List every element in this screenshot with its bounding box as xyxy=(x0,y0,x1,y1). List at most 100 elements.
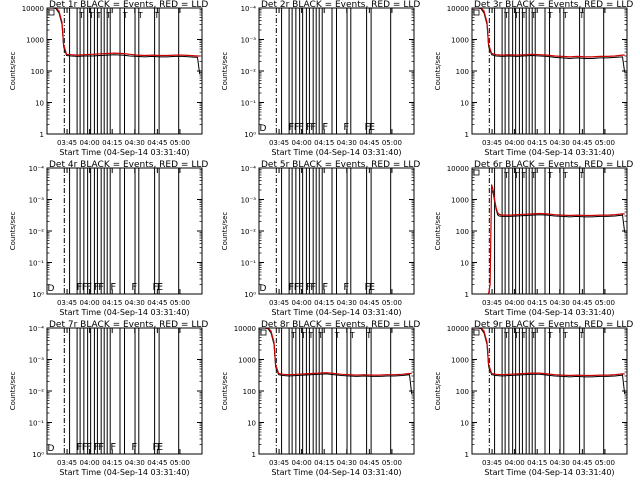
x-tick-label: 04:15 xyxy=(102,299,122,307)
marker-letter: F xyxy=(306,122,312,133)
x-tick-label: 04:15 xyxy=(102,139,122,147)
x-tick-label: 05:00 xyxy=(595,459,615,467)
x-tick-label: 04:45 xyxy=(147,459,167,467)
panel-title: Det 4r BLACK = Events, RED = LLD xyxy=(49,160,208,170)
marker-letter: T xyxy=(578,331,584,340)
x-tick-label: 03:45 xyxy=(269,139,289,147)
plot-frame xyxy=(258,7,415,135)
plot-frame xyxy=(46,327,203,455)
marker-letter: T xyxy=(290,331,296,340)
marker-letter: T xyxy=(578,171,584,180)
marker-letter: T xyxy=(547,11,553,20)
x-tick-label: 03:45 xyxy=(482,299,502,307)
y-tick-label: 10⁻¹ xyxy=(241,260,257,268)
marker-letter: T xyxy=(513,11,519,20)
marker-letter: T xyxy=(503,331,509,340)
y-tick-label: 100 xyxy=(456,228,469,236)
marker-letter: T xyxy=(578,11,584,20)
events-series-line xyxy=(491,189,626,233)
marker-letter: F xyxy=(76,442,82,453)
x-tick-label: 04:00 xyxy=(80,299,100,307)
corner-box xyxy=(48,9,55,16)
marker-letter: D xyxy=(260,124,267,134)
x-tick-label: 04:45 xyxy=(572,299,592,307)
y-tick-label: 1 xyxy=(465,131,469,139)
corner-box xyxy=(473,169,480,176)
x-tick-label: 04:45 xyxy=(572,139,592,147)
plot-frame xyxy=(46,7,203,135)
marker-letter: T xyxy=(547,331,553,340)
marker-letter: F xyxy=(110,282,116,293)
marker-letter: F xyxy=(98,442,104,453)
plot-frame xyxy=(471,327,628,455)
y-tick-label: 100 xyxy=(456,68,469,76)
y-tick-label: 10⁻³ xyxy=(241,197,257,205)
corner-box xyxy=(260,329,267,336)
y-tick-label: 10⁰ xyxy=(32,451,44,459)
x-tick-label: 04:45 xyxy=(572,459,592,467)
y-tick-label: 10⁻² xyxy=(241,228,257,236)
x-tick-label: 04:15 xyxy=(527,139,547,147)
x-tick-label: 04:00 xyxy=(292,139,312,147)
x-tick-label: 04:45 xyxy=(359,299,379,307)
x-tick-label: 04:15 xyxy=(314,459,334,467)
x-axis-label: Start Time (04-Sep-14 03:31:40) xyxy=(484,308,614,317)
marker-letter: T xyxy=(365,331,371,340)
plot-frame xyxy=(258,167,415,295)
y-tick-label: 10⁰ xyxy=(244,291,256,299)
x-tick-label: 04:00 xyxy=(505,459,525,467)
marker-letter: F xyxy=(94,282,100,293)
corner-box xyxy=(473,9,480,16)
x-tick-label: 04:30 xyxy=(125,139,145,147)
marker-letter: D xyxy=(48,444,55,454)
y-tick-label: 10000 xyxy=(447,325,469,333)
y-tick-label: 10⁻⁴ xyxy=(29,165,45,173)
marker-letter: F xyxy=(322,282,328,293)
y-tick-label: 1 xyxy=(465,451,469,459)
marker-letter: T xyxy=(513,171,519,180)
y-tick-label: 10000 xyxy=(234,325,256,333)
marker-letter: T xyxy=(547,171,553,180)
x-axis-label: Start Time (04-Sep-14 03:31:40) xyxy=(59,148,189,157)
panel-title: Det 2r BLACK = Events, RED = LLD xyxy=(261,0,420,10)
marker-letter: F xyxy=(343,282,349,293)
marker-letter: T xyxy=(78,11,84,20)
y-tick-label: 10000 xyxy=(447,5,469,13)
marker-letter: T xyxy=(503,171,509,180)
x-tick-label: 04:00 xyxy=(80,139,100,147)
marker-letter: F xyxy=(98,282,104,293)
x-tick-label: 05:00 xyxy=(382,459,402,467)
marker-letter: T xyxy=(513,331,519,340)
marker-letter: T xyxy=(530,11,536,20)
x-tick-label: 03:45 xyxy=(57,459,77,467)
x-tick-label: 05:00 xyxy=(170,459,190,467)
marker-letter: T xyxy=(307,331,313,340)
x-axis-label: Start Time (04-Sep-14 03:31:40) xyxy=(59,468,189,477)
x-tick-label: 04:45 xyxy=(147,139,167,147)
x-tick-label: 05:00 xyxy=(382,299,402,307)
y-tick-label: 10⁻² xyxy=(29,228,45,236)
y-axis-label: Counts/sec xyxy=(434,212,442,251)
marker-letter: E xyxy=(157,282,163,293)
marker-letter: T xyxy=(503,11,509,20)
y-tick-label: 1 xyxy=(465,291,469,299)
x-tick-label: 04:45 xyxy=(147,299,167,307)
marker-letter: T xyxy=(300,331,306,340)
marker-letter: T xyxy=(334,331,340,340)
marker-letter: F xyxy=(288,122,294,133)
marker-letter: F xyxy=(298,282,304,293)
marker-letter: E xyxy=(369,122,375,133)
y-tick-label: 1000 xyxy=(451,357,469,365)
x-tick-label: 05:00 xyxy=(595,299,615,307)
y-tick-label: 1000 xyxy=(26,37,44,45)
marker-letter: E xyxy=(369,282,375,293)
detector-panel-7: Det 7r BLACK = Events, RED = LLD Counts/s… xyxy=(9,320,208,477)
y-axis-label: Counts/sec xyxy=(434,52,442,91)
lld-series-line xyxy=(487,184,625,294)
marker-letter: F xyxy=(288,282,294,293)
y-tick-label: 10⁻⁴ xyxy=(241,165,257,173)
x-tick-label: 05:00 xyxy=(170,139,190,147)
marker-letter: T xyxy=(137,11,143,20)
y-tick-label: 10⁻¹ xyxy=(29,260,45,268)
